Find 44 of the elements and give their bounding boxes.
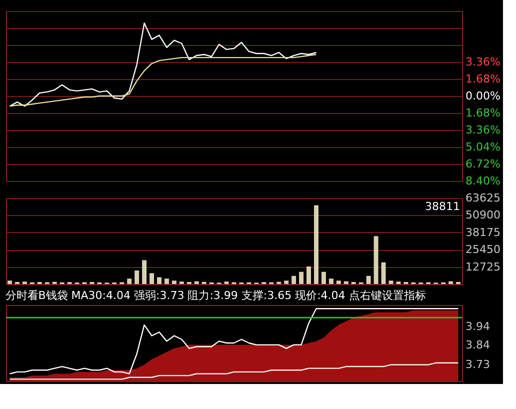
y-tick-label: 12725 bbox=[466, 260, 500, 274]
bar bbox=[344, 281, 348, 284]
y-tick-label: 0.00% bbox=[466, 90, 500, 102]
bar bbox=[448, 281, 454, 284]
bar bbox=[7, 280, 12, 284]
bar bbox=[306, 266, 311, 284]
chart-title: 分时看B钱袋 MA30:4.04 强弱:3.73 阻力:3.99 支撑:3.65 现价:4.04 点右键设置指标 bbox=[5, 289, 426, 302]
bar bbox=[150, 273, 154, 284]
y-tick-label: 8.40% bbox=[466, 174, 500, 188]
y-tick-label: 3.73 bbox=[466, 358, 490, 372]
line-series bbox=[9, 22, 317, 107]
bar bbox=[328, 278, 334, 284]
y-tick-label: 3.36% bbox=[466, 124, 500, 136]
bar bbox=[388, 280, 394, 284]
line-series bbox=[9, 362, 459, 380]
bar bbox=[321, 272, 326, 284]
bar bbox=[164, 278, 169, 284]
bar bbox=[172, 280, 176, 284]
bar bbox=[194, 281, 199, 284]
y-tick-label: 63625 bbox=[466, 192, 500, 204]
bar bbox=[366, 276, 371, 284]
line-series bbox=[9, 54, 317, 107]
bar bbox=[157, 277, 162, 284]
y-tick-label: 3.94 bbox=[466, 320, 490, 334]
annotation: 38811 bbox=[425, 200, 460, 213]
y-tick-label: 50900 bbox=[466, 208, 500, 222]
bar bbox=[142, 260, 147, 284]
bar bbox=[314, 205, 318, 284]
y-tick-label: 1.68% bbox=[466, 72, 500, 86]
y-tick-label: 3.36% bbox=[466, 56, 500, 68]
y-tick-label: 25450 bbox=[466, 243, 500, 256]
y-tick-label: 6.72% bbox=[466, 158, 500, 170]
bar bbox=[299, 272, 304, 284]
bar bbox=[127, 278, 132, 284]
bar bbox=[336, 280, 341, 284]
bar bbox=[292, 276, 296, 284]
y-tick-label: 3.84 bbox=[466, 338, 490, 352]
bar bbox=[134, 270, 140, 284]
y-tick-label: 5.04% bbox=[466, 140, 500, 154]
bar bbox=[284, 280, 289, 284]
y-tick-label: 38175 bbox=[466, 226, 500, 239]
bar bbox=[374, 236, 378, 284]
y-tick-label: 1.68% bbox=[466, 106, 500, 120]
bar bbox=[381, 262, 386, 284]
